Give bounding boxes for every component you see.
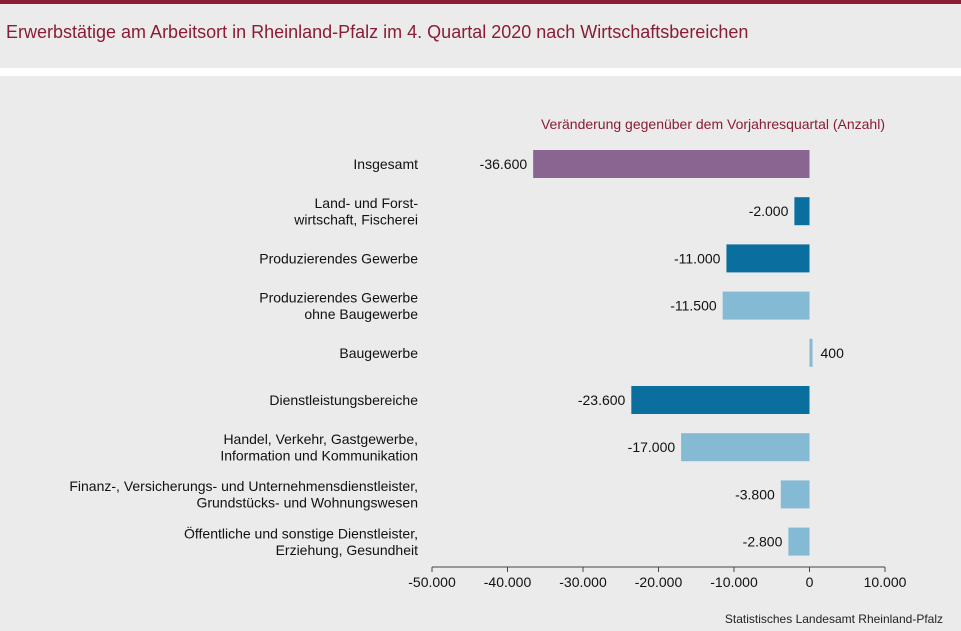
bar bbox=[631, 386, 810, 414]
x-tick-label: 10.000 bbox=[864, 574, 907, 590]
x-tick-label: -30.000 bbox=[559, 574, 607, 590]
category-label: Öffentliche und sonstige Dienstleister, bbox=[184, 524, 418, 541]
category-label: Erziehung, Gesundheit bbox=[276, 542, 419, 558]
bar bbox=[722, 291, 810, 320]
bar bbox=[780, 480, 810, 509]
chart-subtitle: Veränderung gegenüber dem Vorjahresquart… bbox=[541, 116, 885, 132]
data-label: -36.600 bbox=[480, 156, 528, 172]
x-tick-label: -50.000 bbox=[408, 574, 456, 590]
x-tick-label: -20.000 bbox=[635, 574, 683, 590]
x-tick-label: -40.000 bbox=[484, 574, 532, 590]
category-label: Baugewerbe bbox=[339, 345, 418, 361]
bar bbox=[809, 338, 813, 367]
bar bbox=[794, 197, 810, 226]
data-label: -11.000 bbox=[674, 250, 721, 266]
category-label: Insgesamt bbox=[353, 156, 418, 172]
data-label: -2.800 bbox=[743, 534, 783, 550]
category-label: Dienstleistungsbereiche bbox=[269, 392, 418, 408]
category-label: Grundstücks- und Wohnungswesen bbox=[196, 495, 418, 511]
category-label: Land- und Forst- bbox=[315, 195, 419, 211]
category-label: Finanz-, Versicherungs- und Unternehmens… bbox=[69, 478, 418, 494]
category-label: ohne Baugewerbe bbox=[304, 306, 418, 322]
data-label: 400 bbox=[821, 345, 845, 361]
chart-title: Erwerbstätige am Arbeitsort in Rheinland… bbox=[6, 22, 749, 42]
bar bbox=[788, 527, 810, 556]
data-label: -2.000 bbox=[749, 203, 789, 219]
top-rule bbox=[0, 0, 961, 4]
title-divider bbox=[0, 68, 961, 76]
data-label: -3.800 bbox=[735, 486, 775, 502]
category-label: wirtschaft, Fischerei bbox=[293, 211, 418, 227]
bar bbox=[681, 433, 810, 462]
category-label: Information und Kommunikation bbox=[220, 447, 418, 463]
data-label: -17.000 bbox=[628, 439, 676, 455]
data-label: -11.500 bbox=[670, 298, 717, 314]
category-label: Handel, Verkehr, Gastgewerbe, bbox=[223, 431, 418, 447]
bar bbox=[533, 150, 810, 178]
bar bbox=[726, 244, 810, 273]
data-label: -23.600 bbox=[578, 392, 626, 408]
category-label: Produzierendes Gewerbe bbox=[259, 289, 418, 305]
x-tick-label: 0 bbox=[806, 574, 814, 590]
source-note: Statistisches Landesamt Rheinland-Pfalz bbox=[724, 612, 943, 626]
x-tick-label: -10.000 bbox=[710, 574, 758, 590]
category-label: Produzierendes Gewerbe bbox=[259, 250, 418, 266]
